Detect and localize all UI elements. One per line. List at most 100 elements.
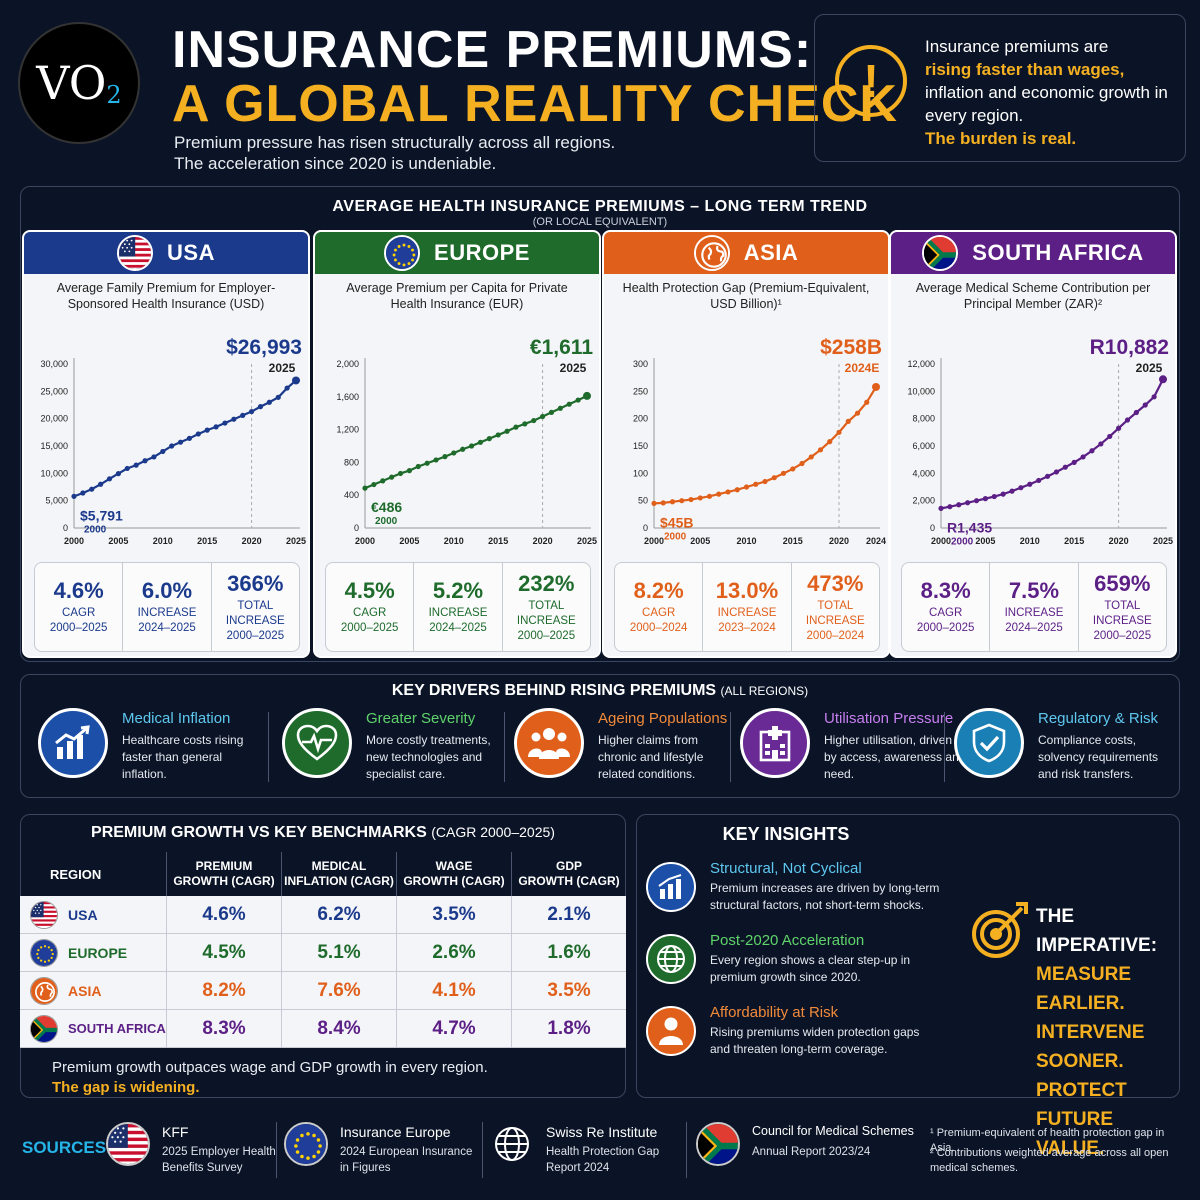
stat-cell: 473% TOTAL INCREASE 2000–2024 [792, 563, 879, 651]
cell-medical: 8.4% [281, 1010, 396, 1047]
stat-cell: 5.2% INCREASE 2024–2025 [414, 563, 503, 651]
x-tick-label: 2010 [736, 536, 756, 546]
x-tick-label: 2020 [242, 536, 262, 546]
series-line [653, 386, 877, 505]
alert-box: ! Insurance premiums are rising faster t… [814, 14, 1186, 162]
stat-label-line2: 2000–2025 [916, 622, 975, 634]
stats-row: 4.5% CAGR 2000–2025 5.2% INCREASE 2024–2025 23… [325, 562, 591, 652]
data-point [1053, 469, 1060, 475]
y-tick-label: 30,000 [40, 359, 68, 369]
data-point [679, 498, 685, 504]
y-tick-label: 300 [633, 359, 648, 369]
driver-desc: Higher utilisation, driven by access, aw… [824, 733, 966, 781]
x-tick-label: 2000 [644, 536, 664, 546]
globe-icon [490, 1122, 534, 1166]
data-point [292, 376, 300, 385]
imperative-title: THE IMPERATIVE: [1036, 906, 1158, 956]
data-point [1133, 409, 1139, 416]
stat-label-line1: INCREASE [1004, 607, 1064, 619]
y-tick-label: 50 [638, 496, 648, 506]
x-tick-label: 2015 [197, 536, 217, 546]
x-tick-label: 2005 [975, 536, 995, 546]
data-point [817, 447, 824, 453]
data-point [991, 493, 997, 500]
data-point [284, 385, 290, 391]
data-point [397, 470, 404, 477]
vo2-logo: VO 2 [18, 22, 140, 144]
stat-label-line2: 2000–2025 [1093, 629, 1152, 642]
divider [944, 712, 945, 782]
stat-label-line1: CAGR [353, 607, 387, 619]
alert-highlight1: rising faster than wages, [925, 60, 1125, 79]
col-header-l1: WAGE [435, 859, 473, 873]
data-point [734, 487, 740, 493]
col-header-medical: MEDICAL INFLATION (CAGR) [281, 852, 396, 896]
driver-desc: More costly treatments, new technologies… [366, 733, 491, 781]
insight-title: Structural, Not Cyclical [710, 860, 862, 877]
start-year-label: 2000 [84, 524, 107, 535]
footnote-1: ¹ Premium-equivalent of health protectio… [930, 1127, 1165, 1154]
stat-cell: 8.3% CAGR 2000–2025 [902, 563, 991, 651]
subtitle-line1: Premium pressure has risen structurally … [174, 133, 616, 152]
y-tick-label: 0 [930, 523, 935, 533]
insight-post-2020: Post-2020 Acceleration Every region show… [646, 932, 946, 992]
data-point [845, 418, 851, 424]
y-tick-label: 150 [633, 441, 648, 451]
x-tick-label: 2020 [533, 536, 553, 546]
data-point [362, 485, 368, 491]
data-point [380, 478, 386, 484]
stat-value: 232% [518, 570, 575, 596]
data-point [240, 412, 246, 418]
sa-flag-icon [30, 1014, 58, 1043]
x-tick-label: 2010 [444, 536, 464, 546]
data-point [495, 432, 501, 438]
page-subtitle: Premium pressure has risen structurally … [174, 132, 734, 174]
stat-label-line1: TOTAL INCREASE [805, 599, 865, 627]
data-point [195, 431, 201, 437]
data-point [651, 500, 657, 506]
col-header-premium: PREMIUM GROWTH (CAGR) [166, 852, 281, 896]
benchmarks-table: REGION PREMIUM GROWTH (CAGR) MEDICAL INFLA… [20, 852, 626, 1048]
data-point [688, 496, 694, 503]
stat-value: 659% [1094, 570, 1151, 596]
end-year-label: 2024E [845, 361, 880, 375]
y-tick-label: 12,000 [907, 359, 935, 369]
stat-label-line1: INCREASE [717, 607, 777, 619]
data-point [790, 466, 796, 472]
start-value-label: $5,791 [80, 507, 123, 523]
stat-label-line2: 2023–2024 [718, 622, 776, 634]
data-point [1089, 448, 1095, 454]
x-tick-label: 2005 [690, 536, 710, 546]
data-point [266, 399, 272, 405]
driver-title: Utilisation Pressure [824, 710, 954, 727]
x-tick-label: 2005 [399, 536, 419, 546]
insight-structural: Structural, Not Cyclical Premium increas… [646, 860, 946, 920]
col-header-l2: INFLATION (CAGR) [284, 874, 394, 888]
usa-flag-icon [117, 235, 154, 271]
stat-label: TOTAL INCREASE 2000–2025 [1079, 599, 1166, 644]
data-point [186, 435, 193, 441]
person-icon [646, 1006, 696, 1056]
y-tick-label: 0 [354, 523, 359, 533]
stat-label-line1: CAGR [642, 607, 676, 619]
start-year-label: 2000 [375, 516, 398, 527]
data-point [780, 470, 787, 476]
data-point [151, 454, 157, 460]
data-point [854, 410, 861, 416]
driver-regulatory-risk: Regulatory & Risk Compliance costs, solv… [954, 706, 1174, 788]
data-point [566, 401, 572, 407]
benchmarks-title-text: PREMIUM GROWTH VS KEY BENCHMARKS [91, 824, 427, 841]
stat-label-line1: INCREASE [137, 607, 197, 619]
cell-wage: 2.6% [396, 934, 511, 971]
y-tick-label: 250 [633, 386, 648, 396]
data-point [1027, 481, 1033, 487]
data-point [133, 462, 139, 468]
region-card-europe: EUROPE Average Premium per Capita for Pr… [313, 230, 601, 658]
stat-value: 366% [227, 570, 284, 596]
imperative-line: PROTECT FUTURE [1036, 1080, 1127, 1130]
region-label: USA [68, 906, 98, 923]
region-label: SOUTH AFRICA [68, 1021, 166, 1036]
data-point [169, 443, 175, 449]
